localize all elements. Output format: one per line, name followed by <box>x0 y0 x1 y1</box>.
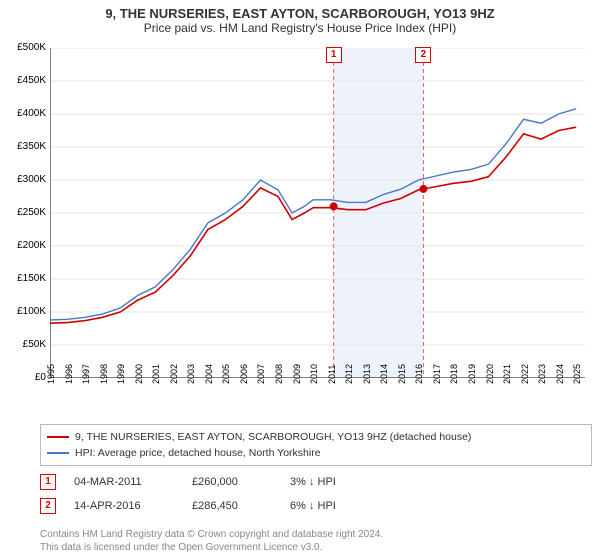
x-tick-label: 2010 <box>309 364 319 384</box>
legend-label: HPI: Average price, detached house, Nort… <box>75 445 321 461</box>
chart-svg <box>50 48 585 378</box>
x-tick-label: 2008 <box>274 364 284 384</box>
y-tick-label: £500K <box>2 42 46 53</box>
x-tick-label: 2018 <box>449 364 459 384</box>
x-tick-label: 2017 <box>432 364 442 384</box>
footer-line-1: Contains HM Land Registry data © Crown c… <box>40 528 592 541</box>
legend-row: 9, THE NURSERIES, EAST AYTON, SCARBOROUG… <box>47 429 585 445</box>
x-tick-label: 1998 <box>99 364 109 384</box>
x-tick-label: 1996 <box>64 364 74 384</box>
legend-row: HPI: Average price, detached house, Nort… <box>47 445 585 461</box>
y-tick-label: £300K <box>2 174 46 185</box>
x-tick-label: 1999 <box>116 364 126 384</box>
legend-swatch <box>47 436 69 438</box>
attribution-footer: Contains HM Land Registry data © Crown c… <box>40 528 592 554</box>
sale-row: 1 04-MAR-2011 £260,000 3% ↓ HPI <box>40 470 592 494</box>
title-line-1: 9, THE NURSERIES, EAST AYTON, SCARBOROUG… <box>8 6 592 21</box>
x-tick-label: 2004 <box>204 364 214 384</box>
x-tick-label: 2013 <box>362 364 372 384</box>
y-tick-label: £250K <box>2 207 46 218</box>
legend-box: 9, THE NURSERIES, EAST AYTON, SCARBOROUG… <box>40 424 592 466</box>
y-tick-label: £400K <box>2 108 46 119</box>
x-tick-label: 1995 <box>46 364 56 384</box>
chart-container: { "title_line1": "9, THE NURSERIES, EAST… <box>0 0 600 560</box>
x-tick-label: 2024 <box>555 364 565 384</box>
x-tick-label: 2022 <box>520 364 530 384</box>
sale-dot-2 <box>419 185 427 193</box>
legend-label: 9, THE NURSERIES, EAST AYTON, SCARBOROUG… <box>75 429 471 445</box>
y-tick-label: £350K <box>2 141 46 152</box>
y-tick-label: £450K <box>2 75 46 86</box>
x-tick-label: 2016 <box>414 364 424 384</box>
sale-row-delta: 3% ↓ HPI <box>290 476 336 488</box>
x-tick-label: 2023 <box>537 364 547 384</box>
sale-row-delta: 6% ↓ HPI <box>290 500 336 512</box>
x-tick-label: 2007 <box>256 364 266 384</box>
sale-row-date: 04-MAR-2011 <box>74 476 174 488</box>
x-tick-label: 2003 <box>186 364 196 384</box>
x-tick-label: 2006 <box>239 364 249 384</box>
footer-line-2: This data is licensed under the Open Gov… <box>40 541 592 554</box>
legend-swatch <box>47 452 69 454</box>
x-tick-label: 2021 <box>502 364 512 384</box>
x-tick-label: 2014 <box>379 364 389 384</box>
x-tick-label: 2001 <box>151 364 161 384</box>
x-tick-label: 2015 <box>397 364 407 384</box>
sale-dot-1 <box>330 202 338 210</box>
y-tick-label: £50K <box>2 339 46 350</box>
y-tick-label: £200K <box>2 240 46 251</box>
x-tick-label: 2020 <box>485 364 495 384</box>
series-hpi_blue <box>50 109 576 320</box>
y-tick-label: £0 <box>2 372 46 383</box>
y-tick-label: £150K <box>2 273 46 284</box>
title-line-2: Price paid vs. HM Land Registry's House … <box>8 21 592 35</box>
x-tick-label: 2011 <box>327 365 337 384</box>
sale-row-price: £286,450 <box>192 500 272 512</box>
sale-marker-box-1: 1 <box>326 47 342 63</box>
series-subject_red <box>50 127 576 323</box>
x-tick-label: 2000 <box>134 364 144 384</box>
sale-row: 2 14-APR-2016 £286,450 6% ↓ HPI <box>40 494 592 518</box>
x-tick-label: 1997 <box>81 364 91 384</box>
x-tick-label: 2012 <box>344 364 354 384</box>
x-tick-label: 2009 <box>292 364 302 384</box>
plot-area: £0£50K£100K£150K£200K£250K£300K£350K£400… <box>50 48 585 378</box>
sale-row-price: £260,000 <box>192 476 272 488</box>
y-tick-label: £100K <box>2 306 46 317</box>
sale-marker-box-2: 2 <box>415 47 431 63</box>
sales-table: 1 04-MAR-2011 £260,000 3% ↓ HPI 2 14-APR-2016… <box>40 470 592 518</box>
sale-row-date: 14-APR-2016 <box>74 500 174 512</box>
x-tick-label: 2005 <box>221 364 231 384</box>
x-tick-label: 2019 <box>467 364 477 384</box>
sale-row-number: 2 <box>40 498 56 514</box>
x-tick-label: 2002 <box>169 364 179 384</box>
chart-titles: 9, THE NURSERIES, EAST AYTON, SCARBOROUG… <box>0 0 600 35</box>
sale-row-number: 1 <box>40 474 56 490</box>
x-tick-label: 2025 <box>572 364 582 384</box>
